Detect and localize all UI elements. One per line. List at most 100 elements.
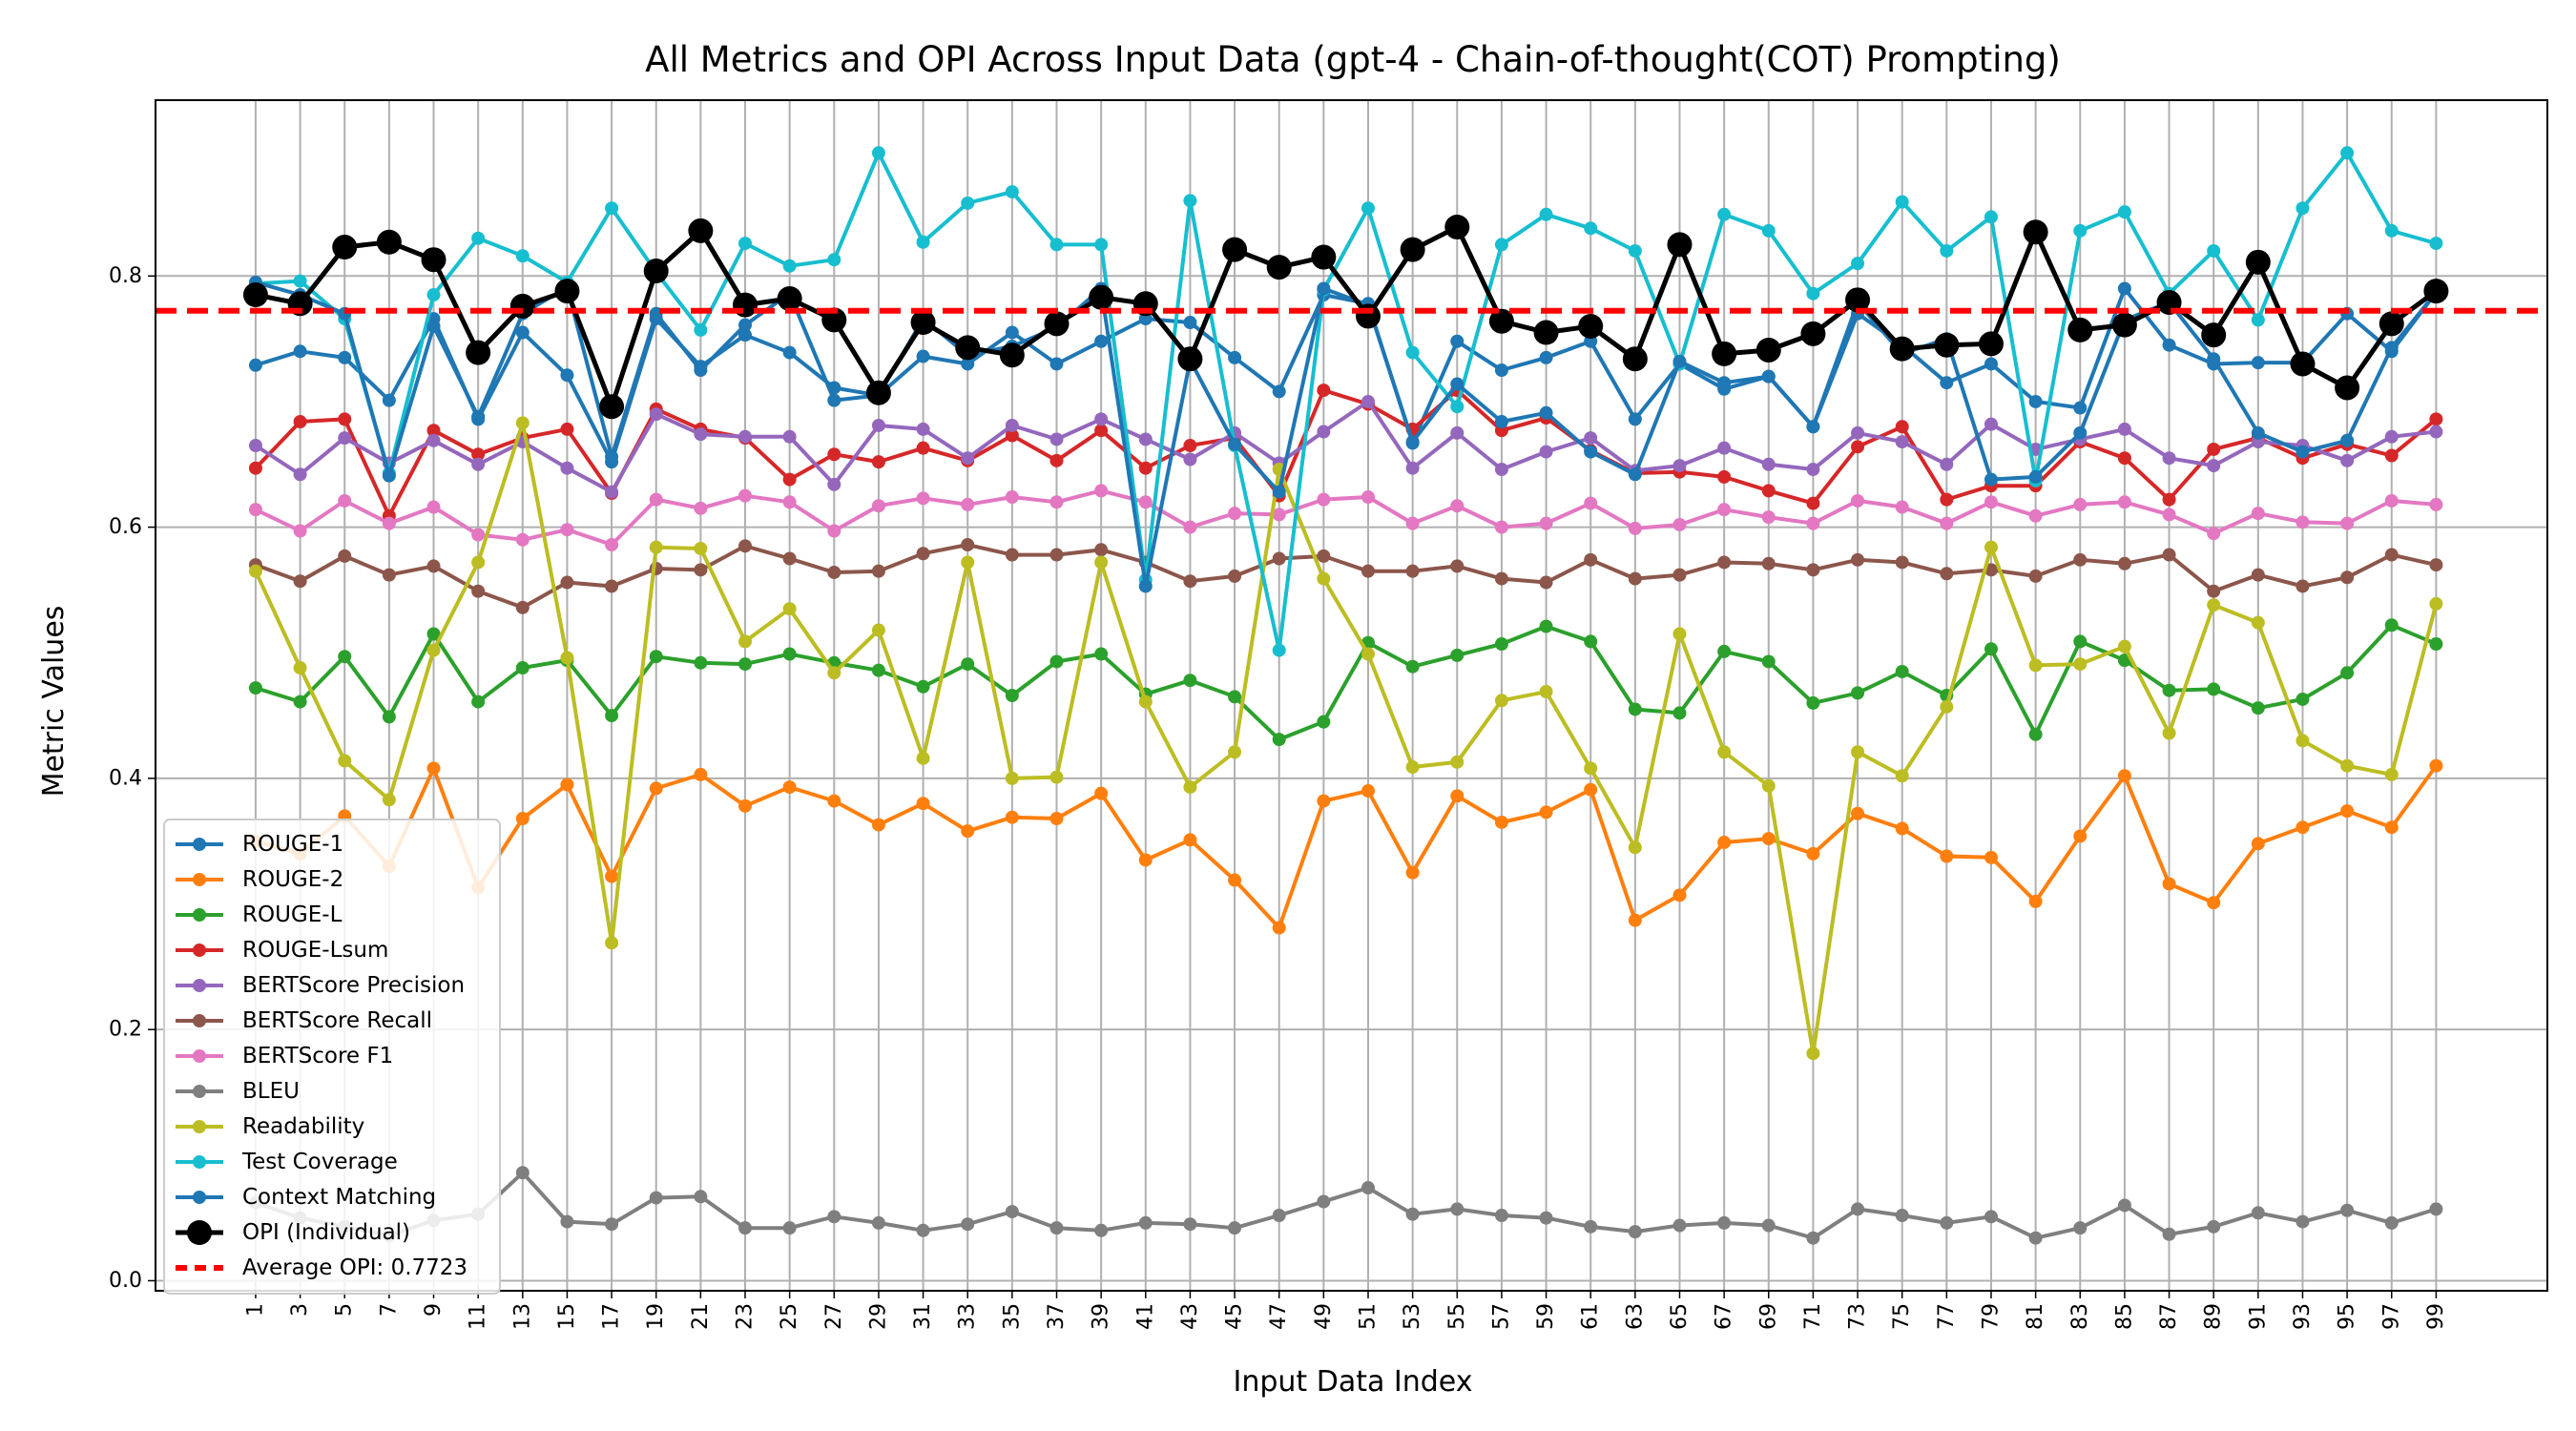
data-point xyxy=(1228,507,1242,521)
data-point xyxy=(1405,659,1420,674)
legend-label: Readability xyxy=(242,1114,364,1139)
data-point xyxy=(1539,685,1553,699)
data-point xyxy=(2162,877,2176,891)
data-point xyxy=(2073,634,2088,649)
data-point xyxy=(961,555,975,570)
data-point xyxy=(1895,435,1909,449)
x-tick-label: 15 xyxy=(555,1303,579,1330)
data-point xyxy=(1450,755,1465,769)
data-point xyxy=(1272,1209,1286,1223)
legend-entry: BERTScore Recall xyxy=(176,1008,432,1033)
x-tick-label: 41 xyxy=(1133,1303,1157,1330)
data-point xyxy=(2117,451,2131,466)
data-point xyxy=(738,318,753,332)
data-point xyxy=(515,600,530,614)
data-point xyxy=(2251,701,2265,716)
data-point xyxy=(2251,837,2265,851)
data-point xyxy=(1228,569,1242,583)
x-tick-label: 49 xyxy=(1312,1303,1336,1330)
legend-label: ROUGE-Lsum xyxy=(242,938,388,963)
x-tick-label: 23 xyxy=(734,1303,758,1330)
data-point xyxy=(1183,574,1197,589)
data-point xyxy=(1672,517,1687,531)
data-point xyxy=(1405,564,1420,578)
data-point xyxy=(2296,445,2310,459)
data-point xyxy=(605,538,619,552)
data-point xyxy=(1761,556,1776,570)
x-tick-label: 17 xyxy=(600,1303,624,1330)
data-point xyxy=(2162,508,2176,522)
data-point xyxy=(338,549,352,563)
x-tick-label: 91 xyxy=(2246,1303,2270,1330)
data-point xyxy=(1978,331,2004,357)
legend-label: ROUGE-1 xyxy=(242,832,343,857)
data-point xyxy=(1450,425,1465,440)
data-point xyxy=(1138,579,1153,593)
data-point xyxy=(1806,695,1820,710)
data-point xyxy=(2296,579,2310,593)
x-tick-label: 65 xyxy=(1668,1303,1692,1330)
data-point xyxy=(1984,357,1998,371)
data-point xyxy=(2340,146,2355,160)
data-point xyxy=(649,650,663,664)
data-point xyxy=(515,532,530,547)
legend-box xyxy=(163,819,501,1295)
data-point xyxy=(1005,185,1019,199)
data-point xyxy=(777,286,802,311)
data-point xyxy=(1272,551,1286,566)
data-point xyxy=(1405,345,1420,360)
x-tick-label: 71 xyxy=(1801,1303,1825,1330)
legend-marker xyxy=(193,873,206,886)
data-point xyxy=(1494,463,1508,477)
data-point xyxy=(1940,567,1954,581)
data-point xyxy=(1005,771,1019,785)
data-point xyxy=(1094,424,1109,438)
data-point xyxy=(426,761,441,776)
data-point xyxy=(1539,445,1553,459)
data-point xyxy=(1889,336,1915,362)
data-point xyxy=(1984,472,1998,487)
data-point xyxy=(1405,435,1420,449)
data-point xyxy=(1450,559,1465,573)
data-point xyxy=(1667,232,1693,258)
data-point xyxy=(1851,745,1865,759)
x-axis-label: Input Data Index xyxy=(1234,1365,1473,1399)
data-point xyxy=(2162,492,2176,507)
data-point xyxy=(1361,394,1375,408)
legend-entry: Test Coverage xyxy=(176,1150,398,1174)
data-point xyxy=(2423,279,2449,304)
data-point xyxy=(2162,726,2176,740)
data-point xyxy=(955,335,981,361)
data-point xyxy=(871,499,885,513)
data-point xyxy=(471,528,486,542)
data-point xyxy=(338,431,352,446)
data-point xyxy=(694,363,708,378)
y-tick-label: 0.4 xyxy=(109,766,142,790)
data-point xyxy=(1138,432,1153,446)
data-point xyxy=(1005,810,1019,824)
data-point xyxy=(426,424,441,438)
legend-entry: ROUGE-2 xyxy=(176,867,343,892)
data-point xyxy=(871,146,885,160)
data-point xyxy=(2117,1198,2131,1213)
data-point xyxy=(1094,238,1109,252)
data-point xyxy=(2207,682,2221,696)
data-point xyxy=(1940,243,1954,258)
plot-background xyxy=(156,100,2547,1291)
data-point xyxy=(2073,552,2088,567)
data-point xyxy=(649,407,663,422)
data-point xyxy=(1317,425,1331,439)
data-point xyxy=(605,449,619,464)
data-point xyxy=(961,824,975,839)
x-tick-label: 59 xyxy=(1534,1303,1558,1330)
data-point xyxy=(2111,312,2137,338)
data-point xyxy=(1317,1194,1331,1209)
legend-entry: BERTScore Precision xyxy=(176,973,465,998)
data-point xyxy=(2073,1221,2088,1235)
data-point xyxy=(1761,654,1776,669)
data-point xyxy=(554,279,580,304)
data-point xyxy=(338,350,352,364)
legend-marker xyxy=(193,908,206,922)
data-point xyxy=(2073,497,2088,511)
